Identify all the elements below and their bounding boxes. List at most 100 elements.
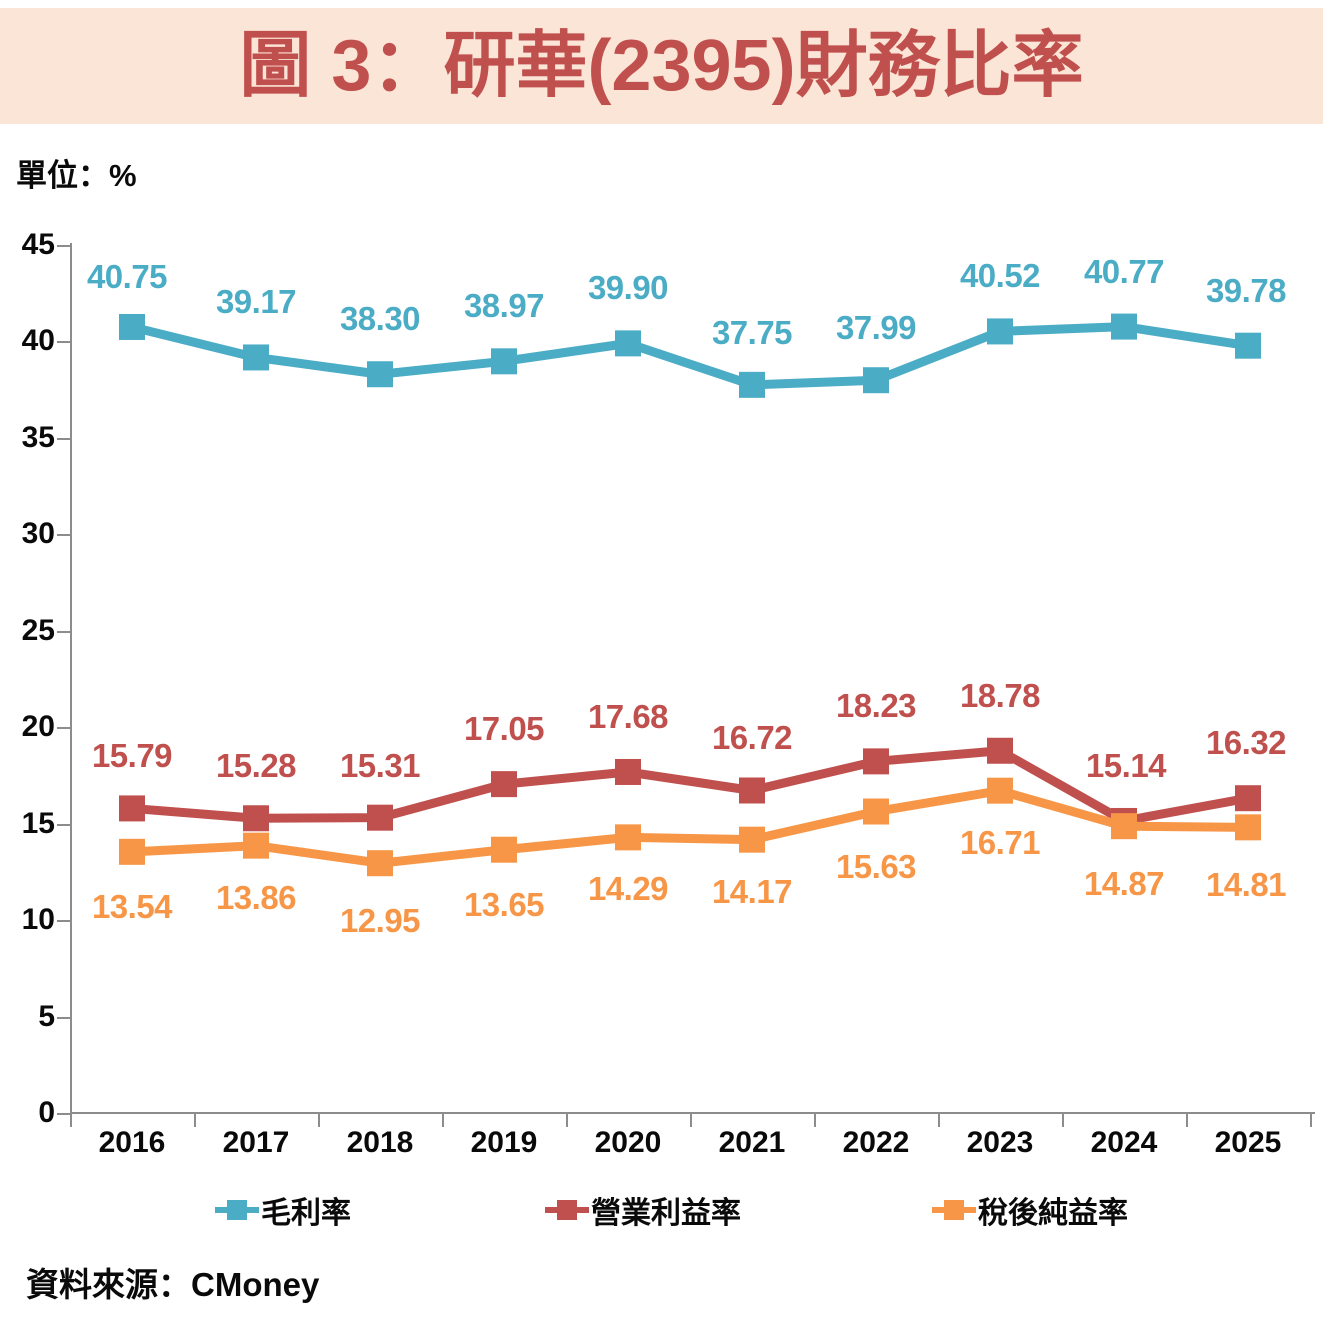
unit-label: 單位：%: [16, 158, 137, 193]
data-point-marker: [615, 758, 641, 785]
x-axis-tick-label: 2022: [842, 1126, 910, 1159]
data-point-marker: [119, 795, 145, 822]
data-point-marker: [119, 313, 145, 340]
data-label: 15.14: [1085, 746, 1167, 784]
x-axis-tick: [938, 1113, 940, 1127]
data-label: 16.71: [959, 823, 1041, 861]
data-label: 16.72: [711, 719, 793, 757]
legend-marker-icon: [932, 1197, 976, 1223]
data-label: 39.78: [1205, 271, 1287, 309]
y-axis-tick: [57, 437, 70, 440]
x-axis-tick: [1186, 1113, 1188, 1127]
x-axis-tick-label: 2023: [966, 1126, 1034, 1159]
legend-item-3[interactable]: 稅後純益率: [932, 1188, 1128, 1232]
data-label: 39.90: [587, 269, 669, 307]
data-label: 38.97: [463, 287, 545, 325]
data-label: 15.79: [91, 737, 173, 775]
data-point-marker: [367, 361, 393, 388]
data-label: 17.05: [463, 710, 545, 748]
x-axis-tick-label: 2018: [346, 1126, 414, 1159]
data-label: 14.81: [1205, 866, 1287, 904]
legend-item-1[interactable]: 毛利率: [215, 1188, 351, 1232]
data-point-marker: [863, 798, 889, 825]
data-label: 14.29: [587, 870, 669, 908]
data-label: 14.17: [711, 872, 793, 910]
y-axis-tick-label: 35: [21, 420, 55, 454]
x-axis-tick: [318, 1113, 320, 1127]
y-axis-line: [70, 243, 72, 1115]
data-label: 14.87: [1083, 865, 1165, 903]
y-axis-tick-label: 45: [21, 228, 55, 261]
y-axis-tick-label: 20: [21, 710, 55, 744]
data-label: 40.75: [86, 257, 168, 295]
y-axis-tick: [57, 920, 70, 923]
x-axis-tick: [814, 1113, 816, 1127]
data-point-marker: [615, 330, 641, 357]
source-text: 資料來源：CMoney: [26, 1266, 320, 1303]
y-axis-tick: [57, 1016, 70, 1019]
y-axis-tick-label: 0: [38, 1096, 55, 1129]
data-point-marker: [243, 344, 269, 371]
x-axis-tick-label: 2024: [1090, 1126, 1158, 1159]
data-point-marker: [739, 371, 765, 398]
y-axis-tick: [57, 727, 70, 730]
series-line-2: [131, 746, 1249, 826]
y-axis-tick: [57, 341, 70, 344]
x-axis-tick-label: 2016: [98, 1126, 166, 1159]
data-label: 13.65: [463, 885, 545, 923]
legend-marker-icon: [215, 1197, 259, 1223]
x-axis-tick-label: 2020: [594, 1126, 662, 1159]
data-point-marker: [863, 367, 889, 394]
legend-label: 毛利率: [261, 1197, 351, 1230]
data-point-marker: [1235, 785, 1261, 812]
data-point-marker: [987, 318, 1013, 345]
page-title: 圖 3：研華(2395)財務比率: [239, 26, 1084, 106]
data-point-marker: [1111, 813, 1137, 840]
legend-item-2[interactable]: 營業利益率: [545, 1188, 741, 1232]
data-point-marker: [987, 737, 1013, 764]
data-label: 16.32: [1205, 724, 1287, 762]
y-axis-tick-label: 30: [21, 517, 55, 551]
data-label: 17.68: [587, 697, 669, 735]
data-point-marker: [739, 826, 765, 853]
y-axis-tick: [57, 823, 70, 826]
x-axis-tick: [1310, 1113, 1312, 1127]
plot-area: [57, 245, 1312, 1127]
series-line-1: [130, 322, 1249, 390]
data-point-marker: [491, 771, 517, 798]
legend-label: 稅後純益率: [978, 1197, 1128, 1230]
data-point-marker: [1235, 332, 1261, 359]
y-axis-tick-label: 15: [21, 806, 55, 840]
x-axis-tick-label: 2025: [1214, 1126, 1282, 1159]
y-axis-tick-label: 5: [38, 999, 55, 1033]
data-label: 37.99: [835, 309, 917, 347]
data-label: 15.31: [339, 746, 421, 784]
x-axis-tick: [690, 1113, 692, 1127]
x-axis-tick: [442, 1113, 444, 1127]
legend-label: 營業利益率: [591, 1197, 741, 1230]
data-point-marker: [1235, 814, 1261, 841]
data-point-marker: [615, 824, 641, 851]
y-axis-tick-label: 40: [21, 324, 55, 358]
data-point-marker: [367, 804, 393, 831]
y-axis-tick: [57, 1113, 70, 1115]
x-axis-line: [70, 1112, 1315, 1114]
data-label: 18.23: [835, 687, 917, 725]
x-axis-tick-label: 2017: [222, 1126, 290, 1159]
chart-legend: 毛利率 營業利益率 稅後純益率: [70, 1188, 1315, 1238]
data-point-marker: [491, 836, 517, 863]
data-label: 39.17: [215, 283, 297, 321]
data-label: 15.63: [835, 847, 917, 885]
data-point-marker: [243, 832, 269, 859]
data-point-marker: [987, 777, 1013, 804]
data-label: 40.77: [1083, 252, 1165, 290]
data-label: 12.95: [339, 902, 421, 940]
data-label: 37.75: [711, 313, 793, 351]
data-label: 18.78: [959, 676, 1041, 714]
chart-title-banner: 圖 3：研華(2395)財務比率: [0, 8, 1323, 124]
data-label: 40.52: [959, 257, 1041, 295]
data-point-marker: [491, 348, 517, 375]
y-axis-tick: [57, 245, 70, 247]
y-axis-tick-label: 25: [21, 613, 55, 647]
